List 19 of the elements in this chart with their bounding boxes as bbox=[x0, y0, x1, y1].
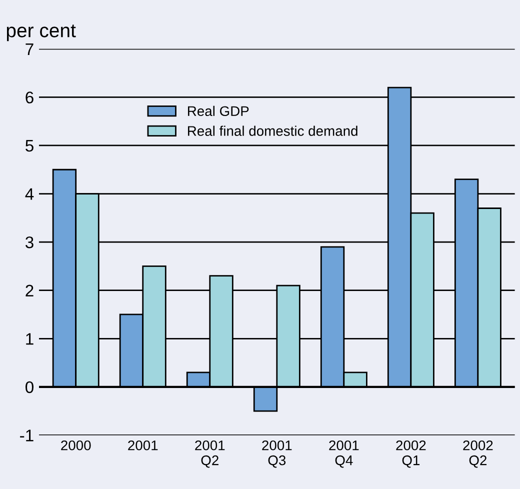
x-tick-label: 2001 Q3 bbox=[262, 440, 292, 468]
legend-label: Real final domestic demand bbox=[188, 126, 358, 136]
y-tick-label: 6 bbox=[26, 92, 34, 104]
x-tick-label: 2002 Q1 bbox=[396, 440, 426, 468]
y-tick-label: 0 bbox=[26, 381, 34, 394]
x-tick-label: 2000 bbox=[61, 440, 91, 450]
y-tick-label: 2 bbox=[26, 284, 34, 296]
y-tick-label: 7 bbox=[26, 43, 34, 55]
y-tick-label: 4 bbox=[25, 188, 34, 200]
y-tick-label: 1 bbox=[26, 333, 34, 345]
y-tick-label: 3 bbox=[26, 236, 34, 248]
y-tick-label: -1 bbox=[20, 430, 34, 442]
x-tick-label: 2002 Q2 bbox=[463, 440, 493, 468]
y-axis-title: per cent bbox=[6, 24, 76, 42]
x-tick-label: 2001 Q2 bbox=[195, 440, 225, 468]
x-tick-label: 2001 bbox=[128, 440, 158, 450]
x-tick-label: 2001 Q4 bbox=[329, 440, 359, 468]
legend-label: Real GDP bbox=[188, 106, 249, 116]
y-tick-label: 5 bbox=[26, 140, 34, 152]
